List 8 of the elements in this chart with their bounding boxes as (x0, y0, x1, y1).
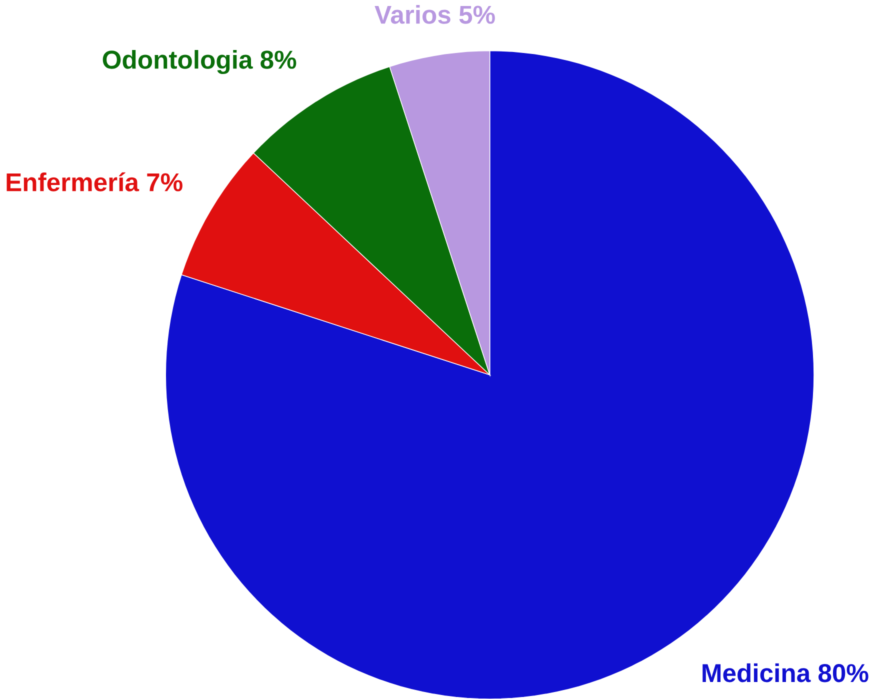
data-label: 8% (260, 50, 296, 69)
data-label: 80% (818, 664, 868, 682)
slice-label: Odontologia (102, 50, 253, 74)
slice-label: Medicina (702, 663, 811, 682)
data-label: 7% (147, 173, 182, 192)
slice-label: Varios (374, 4, 450, 24)
slice-label: Enfermería (6, 172, 140, 192)
data-label: 5% (459, 6, 495, 24)
